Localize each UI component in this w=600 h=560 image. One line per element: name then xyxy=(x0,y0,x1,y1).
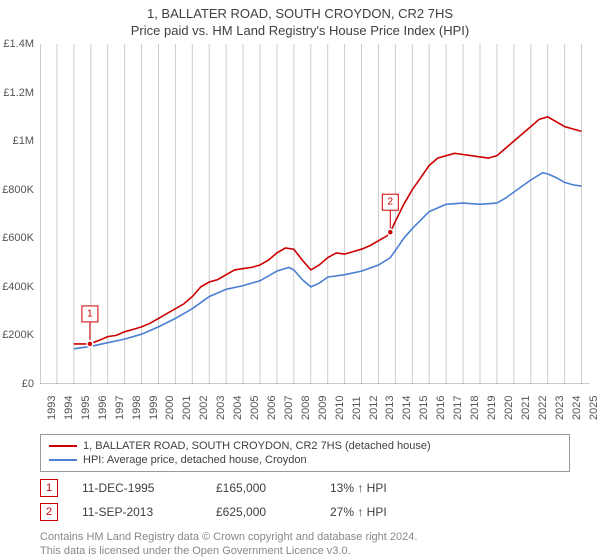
x-tick-label: 2020 xyxy=(501,396,515,420)
y-tick-label: £600K xyxy=(2,232,34,244)
x-tick-label: 2025 xyxy=(586,396,600,420)
x-tick-label: 2010 xyxy=(332,396,346,420)
y-tick-label: £800K xyxy=(2,184,34,196)
y-tick-label: £1M xyxy=(13,135,34,147)
title-sub: Price paid vs. HM Land Registry's House … xyxy=(0,21,600,44)
legend-swatch xyxy=(49,445,77,447)
legend-item: HPI: Average price, detached house, Croy… xyxy=(49,453,561,467)
x-tick-label: 2018 xyxy=(467,396,481,420)
x-tick-label: 1998 xyxy=(129,396,143,420)
x-tick-label: 2009 xyxy=(315,396,329,420)
x-tick-label: 2004 xyxy=(230,396,244,420)
x-tick-label: 1994 xyxy=(61,396,75,420)
chart-area: £0£200K£400K£600K£800K£1M£1.2M£1.4M 12 xyxy=(40,44,590,384)
x-tick-label: 2013 xyxy=(382,396,396,420)
x-tick-label: 2023 xyxy=(552,396,566,420)
x-tick-label: 2011 xyxy=(349,396,363,420)
x-tick-label: 2007 xyxy=(281,396,295,420)
legend-label: 1, BALLATER ROAD, SOUTH CROYDON, CR2 7HS… xyxy=(83,440,431,452)
x-tick-label: 2006 xyxy=(264,396,278,420)
y-axis: £0£200K£400K£600K£800K£1M£1.2M£1.4M xyxy=(0,44,36,384)
x-tick-label: 1995 xyxy=(78,396,92,420)
transaction-date: 11-DEC-1995 xyxy=(82,481,192,495)
x-tick-label: 2015 xyxy=(416,396,430,420)
transaction-delta: 27% ↑ HPI xyxy=(330,505,387,519)
x-tick-label: 2005 xyxy=(247,396,261,420)
transaction-list: 1 11-DEC-1995 £165,000 13% ↑ HPI 2 11-SEP-201… xyxy=(40,476,570,524)
x-tick-label: 2017 xyxy=(450,396,464,420)
marker-badge: 1 xyxy=(40,479,58,497)
footer-line: This data is licensed under the Open Gov… xyxy=(40,544,570,558)
x-tick-label: 2022 xyxy=(535,396,549,420)
x-tick-label: 1997 xyxy=(112,396,126,420)
legend-box: 1, BALLATER ROAD, SOUTH CROYDON, CR2 7HS… xyxy=(40,434,570,472)
transaction-date: 11-SEP-2013 xyxy=(82,505,192,519)
transaction-delta: 13% ↑ HPI xyxy=(330,481,387,495)
marker-badge: 2 xyxy=(40,503,58,521)
transaction-row: 1 11-DEC-1995 £165,000 13% ↑ HPI xyxy=(40,476,570,500)
x-tick-label: 2021 xyxy=(518,396,532,420)
y-tick-label: £400K xyxy=(2,281,34,293)
x-tick-label: 2016 xyxy=(433,396,447,420)
x-tick-label: 2019 xyxy=(484,396,498,420)
x-tick-label: 1993 xyxy=(44,396,58,420)
x-tick-label: 2014 xyxy=(399,396,413,420)
y-tick-label: £0 xyxy=(22,378,34,390)
transaction-row: 2 11-SEP-2013 £625,000 27% ↑ HPI xyxy=(40,500,570,524)
legend-item: 1, BALLATER ROAD, SOUTH CROYDON, CR2 7HS… xyxy=(49,439,561,453)
x-tick-label: 2008 xyxy=(298,396,312,420)
title-main: 1, BALLATER ROAD, SOUTH CROYDON, CR2 7HS xyxy=(0,0,600,21)
chart-container: 1, BALLATER ROAD, SOUTH CROYDON, CR2 7HS… xyxy=(0,0,600,560)
svg-text:2: 2 xyxy=(388,197,394,208)
plot-svg: 12 xyxy=(40,44,590,384)
y-tick-label: £1.4M xyxy=(3,38,34,50)
y-tick-label: £200K xyxy=(2,329,34,341)
x-tick-label: 2024 xyxy=(569,396,583,420)
footer-text: Contains HM Land Registry data © Crown c… xyxy=(40,530,570,559)
x-tick-label: 2012 xyxy=(366,396,380,420)
y-tick-label: £1.2M xyxy=(3,87,34,99)
legend-swatch xyxy=(49,459,77,461)
x-tick-label: 2001 xyxy=(179,396,193,420)
svg-text:1: 1 xyxy=(87,308,93,319)
x-tick-label: 2000 xyxy=(162,396,176,420)
transaction-price: £625,000 xyxy=(216,505,306,519)
x-axis: 1993199419951996199719981999200020012002… xyxy=(40,384,590,428)
x-tick-label: 2002 xyxy=(196,396,210,420)
legend-label: HPI: Average price, detached house, Croy… xyxy=(83,454,307,466)
x-tick-label: 1996 xyxy=(95,396,109,420)
x-tick-label: 2003 xyxy=(213,396,227,420)
transaction-price: £165,000 xyxy=(216,481,306,495)
x-tick-label: 1999 xyxy=(146,396,160,420)
footer-line: Contains HM Land Registry data © Crown c… xyxy=(40,530,570,544)
